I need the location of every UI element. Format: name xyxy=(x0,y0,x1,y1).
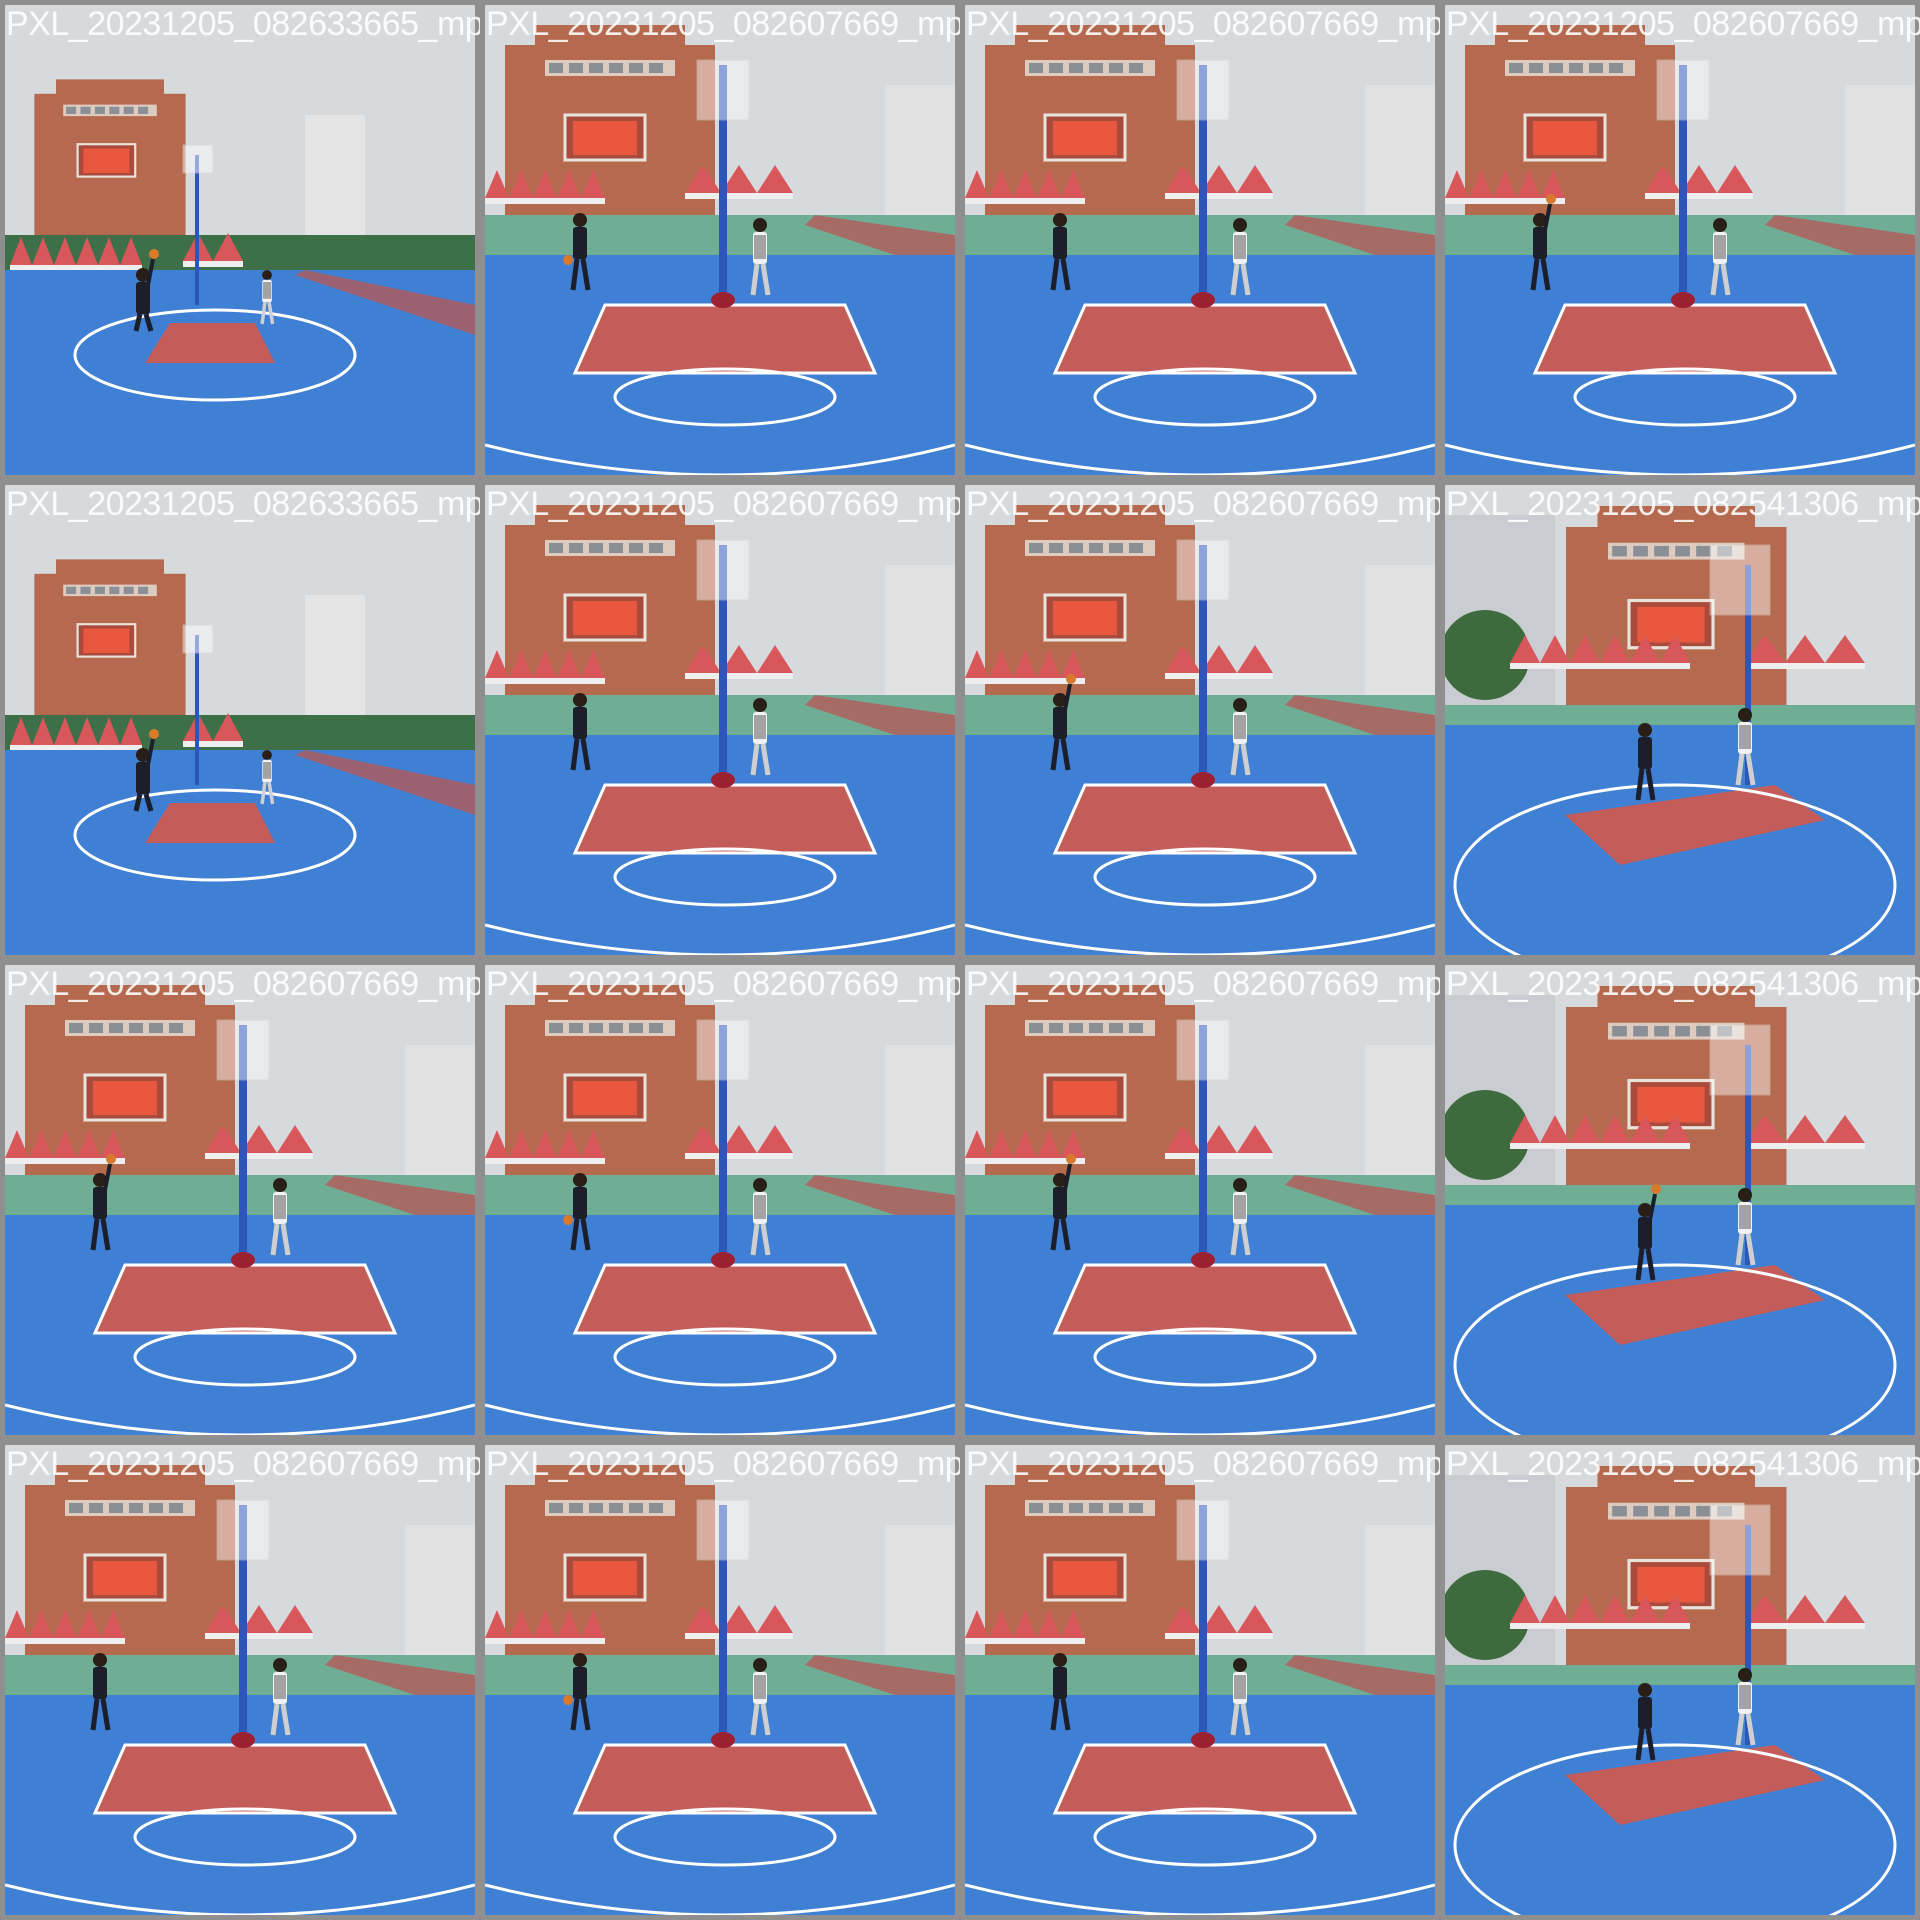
court-photo xyxy=(965,1445,1435,1915)
image-tile: PXL_20231205_082541306_mp4-408.jpg xyxy=(1440,480,1920,960)
image-tile: PXL_20231205_082607669_mp4-307.jpg xyxy=(960,480,1440,960)
image-tile: PXL_20231205_082633665_mp4-101.jpg xyxy=(0,0,480,480)
image-tile: PXL_20231205_082607669_mp4-214.jpg xyxy=(480,1440,960,1920)
image-tile: PXL_20231205_082633665_mp4-105.jpg xyxy=(0,480,480,960)
court-photo xyxy=(485,5,955,475)
image-tile: PXL_20231205_082607669_mp4-206.jpg xyxy=(480,480,960,960)
court-photo xyxy=(485,485,955,955)
court-photo xyxy=(1445,5,1915,475)
image-tile: PXL_20231205_082607669_mp4-109.jpg xyxy=(0,960,480,1440)
image-tile: PXL_20231205_082541306_mp4-412.jpg xyxy=(1440,960,1920,1440)
image-tile: PXL_20231205_082607669_mp4-210.jpg xyxy=(480,960,960,1440)
court-photo xyxy=(965,5,1435,475)
court-photo xyxy=(5,485,475,955)
court-photo xyxy=(5,965,475,1435)
court-photo xyxy=(965,965,1435,1435)
image-tile: PXL_20231205_082541306_mp4-416.jpg xyxy=(1440,1440,1920,1920)
court-photo xyxy=(1445,965,1915,1435)
image-tile: PXL_20231205_082607669_mp4-202.jpg xyxy=(480,0,960,480)
court-photo xyxy=(1445,485,1915,955)
court-photo xyxy=(5,5,475,475)
image-tile: PXL_20231205_082607669_mp4-113.jpg xyxy=(0,1440,480,1920)
court-photo xyxy=(1445,1445,1915,1915)
court-photo xyxy=(965,485,1435,955)
court-photo xyxy=(485,1445,955,1915)
image-tile: PXL_20231205_082607669_mp4-404.jpg xyxy=(1440,0,1920,480)
image-tile: PXL_20231205_082607669_mp4-303.jpg xyxy=(960,0,1440,480)
image-tile: PXL_20231205_082607669_mp4-311.jpg xyxy=(960,960,1440,1440)
image-tile: PXL_20231205_082607669_mp4-315.jpg xyxy=(960,1440,1440,1920)
court-photo xyxy=(5,1445,475,1915)
court-photo xyxy=(485,965,955,1435)
